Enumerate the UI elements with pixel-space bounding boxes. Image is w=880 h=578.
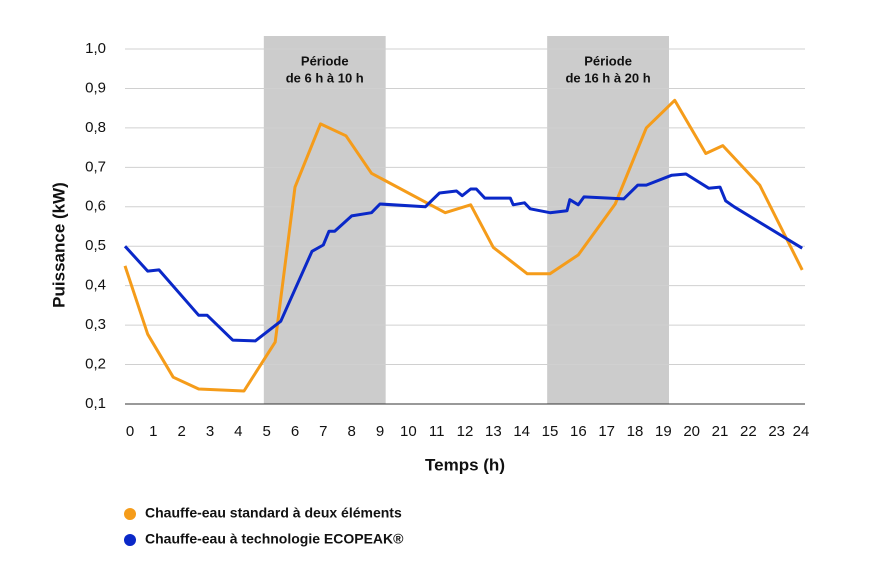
band-label: Période: [584, 53, 632, 68]
x-tick-label: 20: [683, 423, 700, 440]
band-label: Période: [301, 53, 349, 68]
legend-label: Chauffe-eau à technologie ECOPEAK®: [145, 531, 404, 547]
series-line: [123, 172, 803, 343]
x-tick-label: 13: [485, 423, 502, 440]
x-tick-label: 11: [429, 423, 445, 440]
x-tick-label: 9: [376, 423, 384, 440]
x-tick-label: 3: [206, 423, 214, 440]
x-tick-label: 1: [149, 423, 157, 440]
legend-marker: [124, 508, 136, 520]
period-band: [547, 36, 669, 404]
x-tick-label: 0: [126, 423, 134, 440]
x-tick-label: 19: [655, 423, 672, 440]
x-tick-label: 21: [712, 423, 729, 440]
y-tick-label: 0,2: [85, 356, 106, 373]
x-tick-label: 18: [627, 423, 644, 440]
period-band: [263, 36, 386, 404]
y-tick-label: 0,9: [85, 79, 106, 96]
band-label: de 16 h à 20 h: [565, 70, 650, 85]
x-axis-label: Temps (h): [425, 455, 505, 474]
x-tick-label: 17: [598, 423, 615, 440]
x-tick-label: 7: [319, 423, 327, 440]
y-tick-label: 0,7: [85, 158, 106, 175]
bands: Période de 6 h à 10 h Période de 16 h à 20 …: [263, 36, 669, 404]
y-tick-label: 0,4: [85, 277, 106, 294]
x-tick-label: 8: [347, 423, 355, 440]
series-line: [123, 98, 804, 393]
x-tick-label: 2: [177, 423, 185, 440]
x-tick-label: 23: [768, 423, 785, 440]
y-tick-label: 0,5: [85, 237, 106, 254]
x-tick-label: 16: [570, 423, 587, 440]
x-tick-label: 15: [542, 423, 559, 440]
x-tick-label: 4: [234, 423, 242, 440]
y-tick-label: 0,8: [85, 119, 106, 136]
x-tick-label: 12: [457, 423, 474, 440]
y-tick-label: 0,1: [85, 395, 106, 412]
x-tick-label: 14: [513, 423, 530, 440]
y-tick-label: 1,0: [85, 40, 106, 57]
band-label: de 6 h à 10 h: [286, 70, 364, 85]
y-axis-label: Puissance (kW): [49, 182, 68, 308]
y-tick-label: 0,3: [85, 316, 106, 333]
grid: [125, 48, 805, 405]
x-tick-label: 10: [400, 423, 417, 440]
x-tick-label: 5: [262, 423, 270, 440]
x-tick-label: 24: [793, 423, 810, 440]
x-tick-label: 6: [291, 423, 299, 440]
legend-label: Chauffe-eau standard à deux éléments: [145, 505, 402, 521]
y-tick-label: 0,6: [85, 198, 106, 215]
legend-marker: [124, 534, 136, 546]
x-tick-label: 22: [740, 423, 757, 440]
